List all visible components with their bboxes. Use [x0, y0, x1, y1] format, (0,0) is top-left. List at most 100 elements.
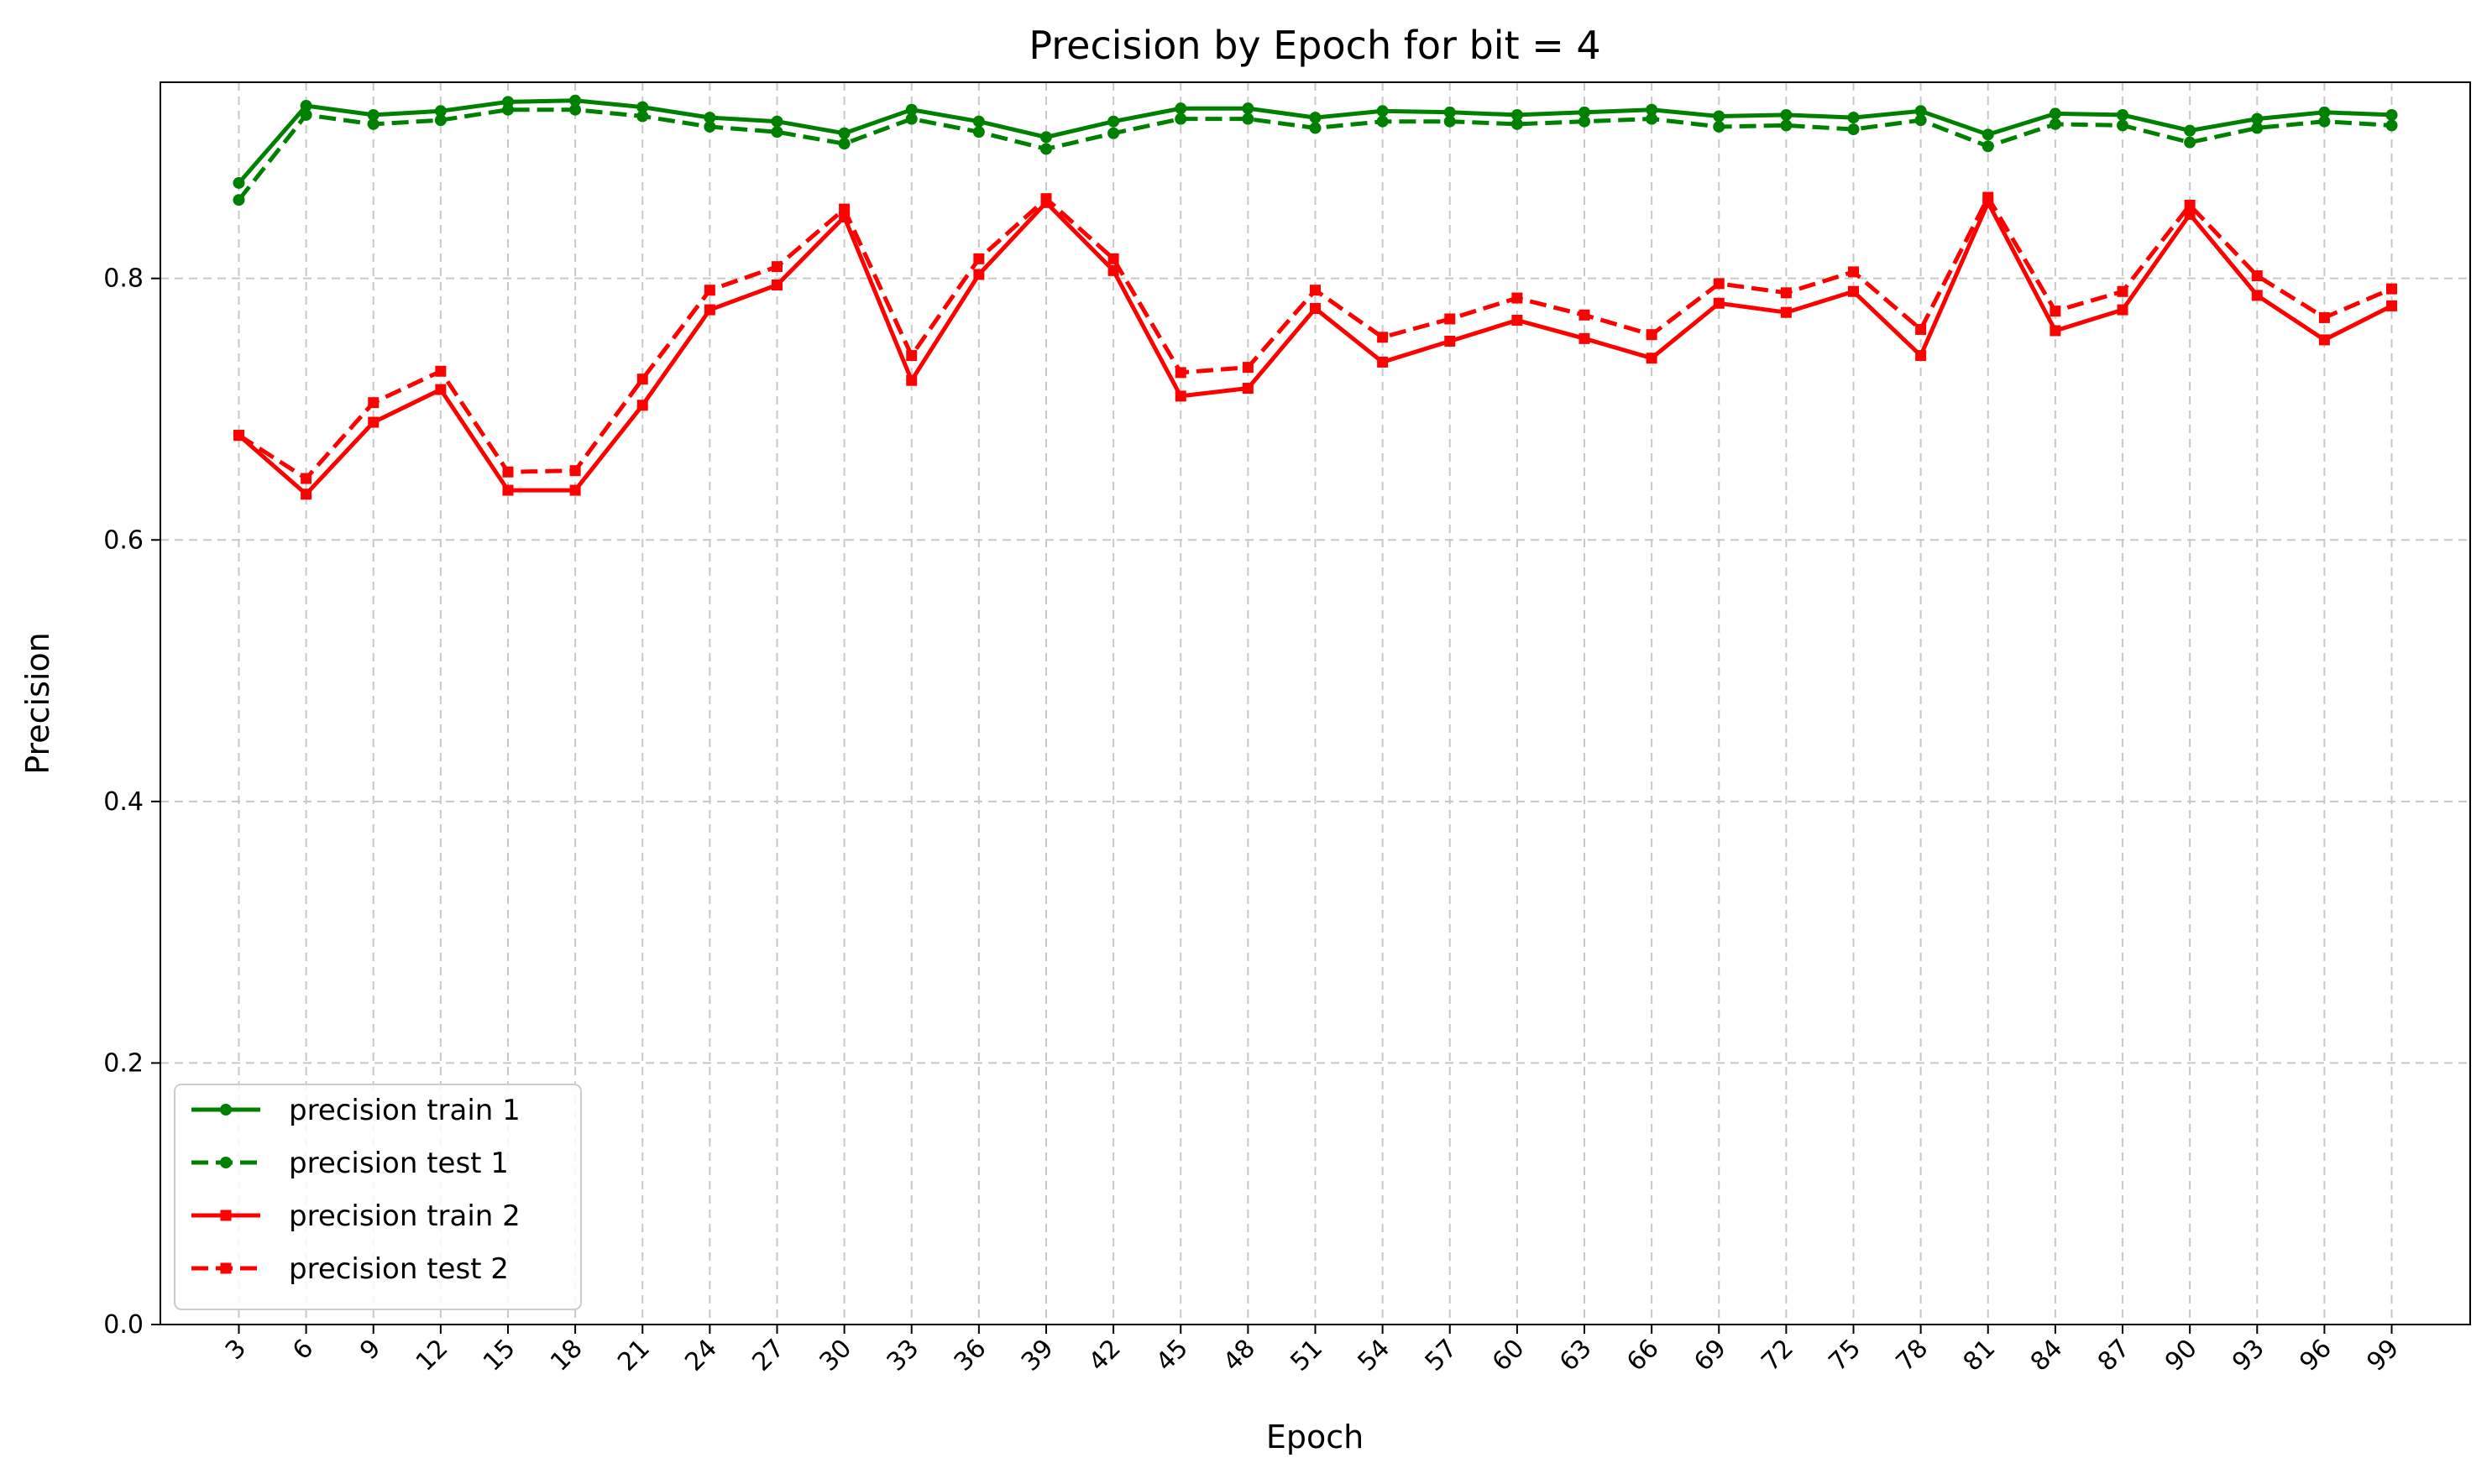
data-point — [636, 101, 649, 113]
data-point — [569, 484, 581, 496]
data-point — [1646, 329, 1657, 341]
data-point — [905, 112, 918, 125]
data-point — [906, 374, 918, 386]
data-point — [301, 473, 312, 484]
data-point — [2184, 199, 2196, 211]
data-point — [2050, 306, 2061, 317]
data-point — [1107, 127, 1120, 139]
data-point — [1242, 383, 1254, 395]
data-point — [771, 126, 783, 138]
data-point — [905, 103, 918, 116]
data-point — [1915, 323, 1927, 335]
data-point — [2117, 119, 2129, 132]
data-point — [1510, 118, 1523, 130]
data-point — [1242, 362, 1254, 374]
data-point — [1713, 110, 1725, 123]
x-axis-label: Epoch — [1266, 1419, 1364, 1455]
data-point — [569, 103, 582, 116]
data-point — [1578, 332, 1590, 344]
data-point — [704, 112, 716, 124]
data-point — [1444, 313, 1456, 325]
data-point — [2318, 334, 2330, 346]
chart-title: Precision by Epoch for bit = 4 — [1029, 23, 1600, 68]
data-point — [1039, 131, 1052, 144]
data-point — [1982, 140, 1994, 153]
y-tick-label: 0.0 — [103, 1310, 144, 1340]
data-point — [972, 115, 985, 128]
data-point — [1848, 266, 1860, 278]
data-point — [502, 484, 514, 496]
data-point — [2117, 108, 2129, 121]
data-point — [368, 416, 380, 428]
data-point — [1780, 306, 1792, 318]
legend-box — [174, 1084, 582, 1310]
data-point — [704, 120, 716, 133]
data-point — [301, 489, 312, 500]
data-point — [636, 374, 648, 385]
data-point — [1107, 264, 1119, 276]
data-point — [2385, 108, 2398, 121]
data-point — [501, 103, 514, 116]
data-point — [2117, 285, 2128, 297]
data-point — [1040, 193, 1052, 205]
data-point — [1578, 115, 1591, 128]
data-point — [1847, 123, 1860, 136]
data-point — [1780, 119, 1793, 132]
series-precision-train-2 — [233, 196, 2398, 500]
data-point — [2251, 112, 2264, 125]
data-point — [771, 115, 783, 128]
data-point — [1107, 115, 1120, 128]
data-point — [1578, 106, 1591, 118]
data-point — [1309, 122, 1322, 134]
legend-label: precision test 1 — [289, 1147, 509, 1180]
series-precision-test-1 — [233, 103, 2398, 206]
legend-item: precision test 1 — [191, 1147, 509, 1180]
data-point — [300, 100, 312, 112]
legend-item: precision test 2 — [191, 1252, 509, 1286]
legend-marker — [220, 1157, 232, 1168]
data-point — [2386, 300, 2398, 311]
data-point — [1646, 103, 1658, 116]
data-point — [1848, 285, 1860, 297]
legend-item: precision train 2 — [191, 1199, 521, 1233]
legend-label: precision test 2 — [289, 1252, 509, 1286]
data-point — [2251, 122, 2264, 134]
legend-marker — [220, 1262, 232, 1274]
data-point — [233, 430, 244, 442]
data-point — [771, 279, 783, 290]
data-point — [1443, 106, 1456, 118]
legend-marker — [220, 1210, 232, 1221]
y-axis-label: Precision — [19, 632, 56, 775]
data-point — [367, 118, 380, 130]
data-point — [1443, 115, 1456, 128]
data-point — [233, 194, 245, 206]
data-point — [1982, 128, 1994, 141]
data-point — [1309, 112, 1322, 124]
legend-marker — [220, 1104, 232, 1116]
data-point — [1713, 297, 1725, 309]
data-point — [636, 400, 648, 411]
series-precision-test-2 — [233, 191, 2398, 484]
data-point — [2117, 304, 2128, 316]
data-point — [2184, 136, 2196, 149]
data-point — [1376, 105, 1389, 118]
data-point — [1713, 120, 1725, 133]
data-point — [1175, 112, 1187, 125]
data-point — [704, 285, 715, 296]
data-point — [368, 397, 380, 409]
data-point — [2386, 283, 2398, 295]
y-tick-label: 0.4 — [103, 787, 144, 817]
data-point — [300, 108, 312, 121]
data-point — [2184, 124, 2196, 137]
data-point — [2385, 119, 2398, 132]
data-point — [434, 105, 447, 118]
data-point — [1578, 309, 1590, 321]
data-point — [435, 384, 447, 395]
data-point — [1713, 278, 1725, 290]
data-point — [1377, 332, 1389, 343]
legend-item: precision train 1 — [191, 1094, 521, 1127]
data-point — [435, 365, 447, 377]
data-point — [569, 94, 582, 107]
data-point — [1310, 285, 1321, 296]
